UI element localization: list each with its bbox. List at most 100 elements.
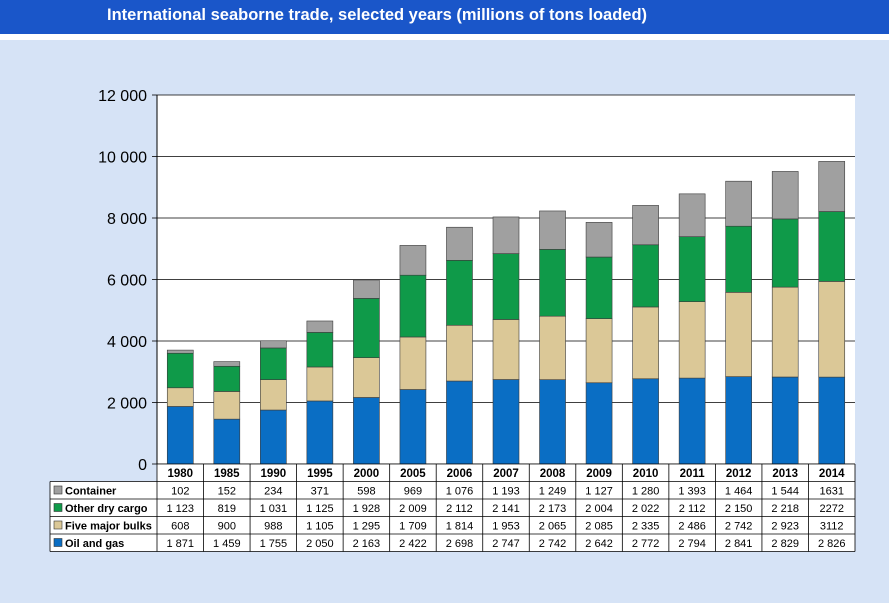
table-body bbox=[157, 464, 855, 552]
data-label: 2 698 bbox=[446, 538, 474, 550]
x-tick-label: 2012 bbox=[726, 468, 752, 480]
data-label: 152 bbox=[218, 486, 236, 498]
data-label: 2 742 bbox=[725, 521, 753, 533]
data-label: 2 772 bbox=[632, 538, 660, 550]
bar-segment bbox=[818, 211, 846, 282]
data-label: 1 459 bbox=[213, 538, 241, 550]
bar-segment bbox=[260, 409, 287, 465]
bar-segment bbox=[725, 225, 752, 293]
data-label: 1 193 bbox=[492, 486, 520, 498]
bar-segment bbox=[353, 357, 380, 398]
bar-segment bbox=[632, 378, 659, 465]
bar-segment bbox=[306, 320, 334, 333]
bar-segment bbox=[725, 180, 752, 227]
data-label: 1 076 bbox=[446, 486, 474, 498]
bar-segment bbox=[632, 205, 659, 246]
data-label: 608 bbox=[171, 521, 189, 533]
data-label: 2 050 bbox=[306, 538, 334, 550]
bar-segment bbox=[632, 306, 659, 380]
bar-segment bbox=[585, 222, 613, 258]
x-tick-label: 1980 bbox=[167, 468, 193, 480]
legend-label: Oil and gas bbox=[65, 538, 124, 550]
bar-segment bbox=[446, 380, 473, 465]
data-label: 1631 bbox=[819, 486, 843, 498]
data-label: 1 871 bbox=[167, 538, 195, 550]
data-label: 1 544 bbox=[771, 486, 799, 498]
data-label: 1 105 bbox=[306, 521, 334, 533]
bar-segment bbox=[353, 397, 380, 465]
bar-segment bbox=[771, 218, 799, 288]
bar-segment bbox=[446, 226, 473, 261]
bar-segment bbox=[678, 301, 706, 379]
data-label: 2 173 bbox=[539, 503, 567, 515]
y-tick-label: 12 000 bbox=[98, 88, 147, 105]
data-label: 2 841 bbox=[725, 538, 753, 550]
bar-segment bbox=[446, 324, 473, 382]
data-label: 1 280 bbox=[632, 486, 660, 498]
data-label: 2 065 bbox=[539, 521, 567, 533]
data-label: 1 928 bbox=[353, 503, 381, 515]
x-tick-label: 2009 bbox=[586, 468, 612, 480]
data-label: 2 642 bbox=[585, 538, 613, 550]
data-label: 1 755 bbox=[260, 538, 288, 550]
bar-segment bbox=[260, 340, 287, 349]
data-label: 2272 bbox=[819, 503, 843, 515]
data-label: 1 125 bbox=[306, 503, 334, 515]
bar-segment bbox=[539, 315, 566, 380]
x-tick-label: 1985 bbox=[214, 468, 240, 480]
x-tick-label: 2005 bbox=[400, 468, 426, 480]
y-tick-label: 0 bbox=[138, 457, 147, 474]
bar-segment bbox=[492, 319, 520, 380]
data-label: 1 249 bbox=[539, 486, 567, 498]
bar-segment bbox=[678, 377, 706, 465]
page-title: International seaborne trade, selected y… bbox=[107, 6, 648, 24]
bar-segment bbox=[353, 298, 380, 358]
bar-segment bbox=[678, 193, 706, 237]
data-label: 598 bbox=[357, 486, 375, 498]
bar-segment bbox=[166, 349, 194, 354]
bar-segment bbox=[539, 210, 566, 250]
bar-segment bbox=[585, 256, 613, 319]
data-label: 1 123 bbox=[167, 503, 195, 515]
data-label: 1 127 bbox=[585, 486, 613, 498]
bar-segment bbox=[492, 379, 520, 465]
data-label: 1 393 bbox=[678, 486, 706, 498]
bar-segment bbox=[539, 249, 566, 317]
bar-segment bbox=[213, 391, 241, 420]
x-tick-label: 2008 bbox=[540, 468, 566, 480]
bar-segment bbox=[492, 216, 520, 254]
bar-segment bbox=[213, 418, 241, 465]
x-tick-label: 2013 bbox=[772, 468, 798, 480]
bar-segment bbox=[213, 361, 241, 367]
legend-label: Five major bulks bbox=[65, 521, 152, 533]
y-tick-label: 2 000 bbox=[107, 396, 147, 413]
data-label: 2 422 bbox=[399, 538, 427, 550]
data-label: 2 112 bbox=[446, 503, 473, 515]
data-label: 234 bbox=[264, 486, 282, 498]
bar-segment bbox=[585, 318, 613, 384]
bar-segment bbox=[771, 286, 799, 378]
data-label: 2 004 bbox=[585, 503, 613, 515]
bar-segment bbox=[306, 366, 334, 402]
data-label: 2 335 bbox=[632, 521, 660, 533]
data-label: 2 009 bbox=[399, 503, 427, 515]
data-label: 900 bbox=[218, 521, 236, 533]
bar-segment bbox=[492, 253, 520, 320]
data-label: 2 794 bbox=[678, 538, 706, 550]
x-tick-label: 2011 bbox=[680, 468, 706, 480]
bar-segment bbox=[818, 376, 846, 465]
bar-segment bbox=[306, 400, 334, 465]
bar-segment bbox=[166, 352, 194, 389]
legend-label: Container bbox=[65, 486, 117, 498]
bar-segment bbox=[632, 244, 659, 308]
header-divider bbox=[0, 34, 889, 40]
data-label: 2 923 bbox=[771, 521, 799, 533]
bar-segment bbox=[818, 281, 846, 378]
data-label: 371 bbox=[311, 486, 329, 498]
bar-segment bbox=[818, 161, 846, 212]
data-label: 1 295 bbox=[353, 521, 381, 533]
data-label: 2 829 bbox=[771, 538, 799, 550]
bar-segment bbox=[771, 171, 799, 220]
bar-segment bbox=[399, 336, 427, 390]
